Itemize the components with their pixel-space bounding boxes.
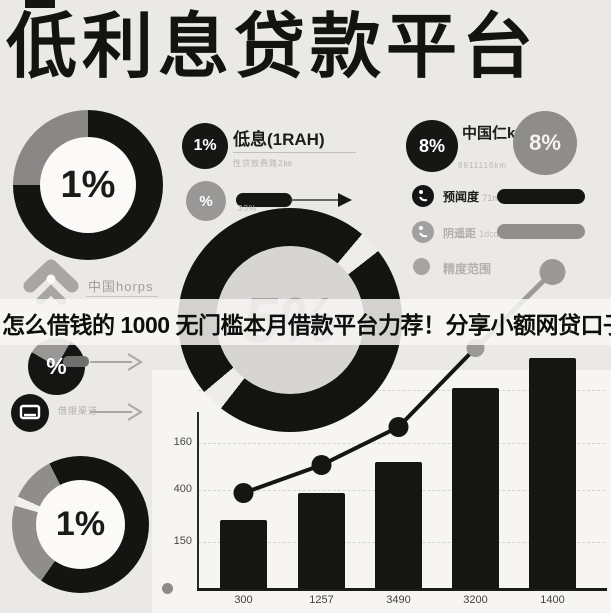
percent-circle-badge-value: % (46, 353, 67, 379)
page-title: 低利息贷款平台 (6, 8, 539, 87)
monitor-icon (19, 404, 41, 420)
right-row2-label-text: 阴遥距 (443, 228, 476, 240)
mid-card-title: 低息(1RAH) (233, 130, 325, 149)
right-percent-badge-gray-value: 8% (529, 130, 561, 155)
right-row2-label: 阴遥距 1dcd (443, 225, 499, 241)
arrow-right-icon (90, 403, 143, 421)
arrow-right-icon (90, 353, 143, 371)
mid-card-caption: 33% (238, 204, 258, 213)
progress-arrow-icon (236, 193, 352, 207)
bar-3200 (452, 388, 499, 589)
trend-point (539, 259, 566, 285)
right-row3-label: 精度范围 (443, 262, 492, 276)
origin-dot (162, 583, 173, 594)
mid-gray-percent-badge: % (186, 181, 226, 221)
right-row1-sub: 71mm (482, 193, 508, 203)
right-row1-bar (497, 189, 585, 204)
home-icon (23, 259, 79, 305)
gauge-icon (412, 185, 434, 207)
x-tick-label: 3490 (386, 594, 411, 606)
gauge-icon-glyph (419, 190, 428, 202)
promo-banner: 怎么借钱的 1000 无门槛本月借款平台力荐！分享小额网贷口子1000 (0, 299, 611, 345)
home-label: 中国horps (88, 279, 154, 294)
promo-banner-text: 怎么借钱的 1000 无门槛本月借款平台力荐！分享小额网贷口子1000 (2, 312, 611, 338)
bottom-left-donut-hole: 1% (36, 480, 125, 569)
y-tick-label: 150 (173, 535, 192, 547)
right-row1-label-text: 预闻度 (443, 190, 480, 204)
x-tick-label: 1400 (540, 594, 565, 606)
y-axis (197, 412, 199, 590)
gauge-icon-gray (412, 221, 434, 243)
monitor-icon-badge (11, 394, 49, 432)
right-percent-badge-gray: 8% (513, 111, 577, 175)
bottom-left-donut-value: 1% (55, 505, 106, 543)
top-left-donut-chart: 1% (13, 110, 163, 260)
mid-percent-badge: 1% (182, 123, 228, 169)
y-tick-label: 400 (173, 483, 192, 495)
bar-1400 (529, 358, 576, 589)
bar-3490 (375, 462, 422, 589)
mid-percent-badge-value: 1% (193, 137, 217, 154)
bullet-dot-icon (413, 258, 430, 275)
bottom-left-donut-chart: 1% (12, 456, 149, 593)
top-left-donut-hole: 1% (40, 137, 136, 233)
corner-mark (25, 0, 55, 8)
x-tick-label: 3200 (463, 594, 488, 606)
y-tick-label: 160 (173, 436, 192, 448)
right-percent-badge-black-value: 8% (418, 135, 445, 156)
x-axis (197, 588, 607, 591)
bar-300 (220, 520, 267, 589)
right-percent-badge-black: 8% (406, 120, 458, 172)
right-row1-label: 预闻度 71mm (443, 188, 507, 205)
left-rowA-bar (63, 356, 89, 367)
divider (86, 296, 158, 297)
right-row2-bar (497, 224, 585, 239)
gauge-icon-gray-glyph (419, 226, 428, 238)
x-tick-label: 1257 (309, 594, 334, 606)
right-card-subtitle: 8811116km (458, 161, 508, 170)
top-left-donut-value: 1% (60, 163, 116, 206)
bar-1257 (298, 493, 345, 589)
left-rowB-label: 借限渠道 (58, 406, 99, 416)
mid-card-subtitle: 性贷款费路2㎞ (233, 159, 293, 168)
right-row2-sub: 1dcd (479, 229, 499, 239)
x-tick-label: 300 (234, 594, 253, 606)
mid-gray-percent-badge-value: % (199, 192, 213, 210)
divider (233, 152, 356, 153)
